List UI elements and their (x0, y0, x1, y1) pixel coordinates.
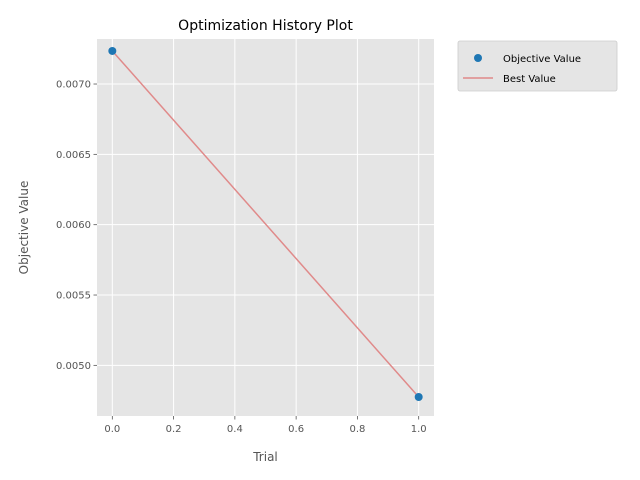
y-tick-label: 0.0055 (56, 291, 91, 302)
x-tick-label: 0.0 (104, 424, 120, 435)
x-tick-label: 0.6 (288, 424, 304, 435)
y-tick-label: 0.0070 (56, 80, 91, 91)
legend: Objective Value Best Value (457, 40, 618, 92)
objective-value-point (414, 393, 423, 402)
x-tick-label: 0.8 (349, 424, 365, 435)
y-axis-ticks: 0.0050 0.0055 0.0060 0.0065 0.0070 (56, 80, 97, 372)
legend-label-best-value: Best Value (503, 74, 556, 85)
plot-background (97, 39, 434, 416)
y-tick-label: 0.0050 (56, 361, 91, 372)
chart-title: Optimization History Plot (178, 18, 353, 34)
y-tick-label: 0.0065 (56, 150, 91, 161)
legend-label-objective-value: Objective Value (503, 54, 581, 65)
x-axis-ticks: 0.0 0.2 0.4 0.6 0.8 1.0 (104, 416, 427, 435)
best-value-line (111, 50, 420, 398)
y-tick-label: 0.0060 (56, 220, 91, 231)
x-tick-label: 0.4 (227, 424, 243, 435)
objective-value-point (108, 46, 117, 55)
y-axis-title: Objective Value (17, 181, 31, 275)
legend-box (457, 40, 618, 92)
x-axis-title: Trial (252, 450, 278, 464)
series-layer (108, 46, 423, 402)
legend-marker-objective-value (474, 54, 482, 62)
x-tick-label: 0.2 (166, 424, 182, 435)
x-tick-label: 1.0 (411, 424, 427, 435)
